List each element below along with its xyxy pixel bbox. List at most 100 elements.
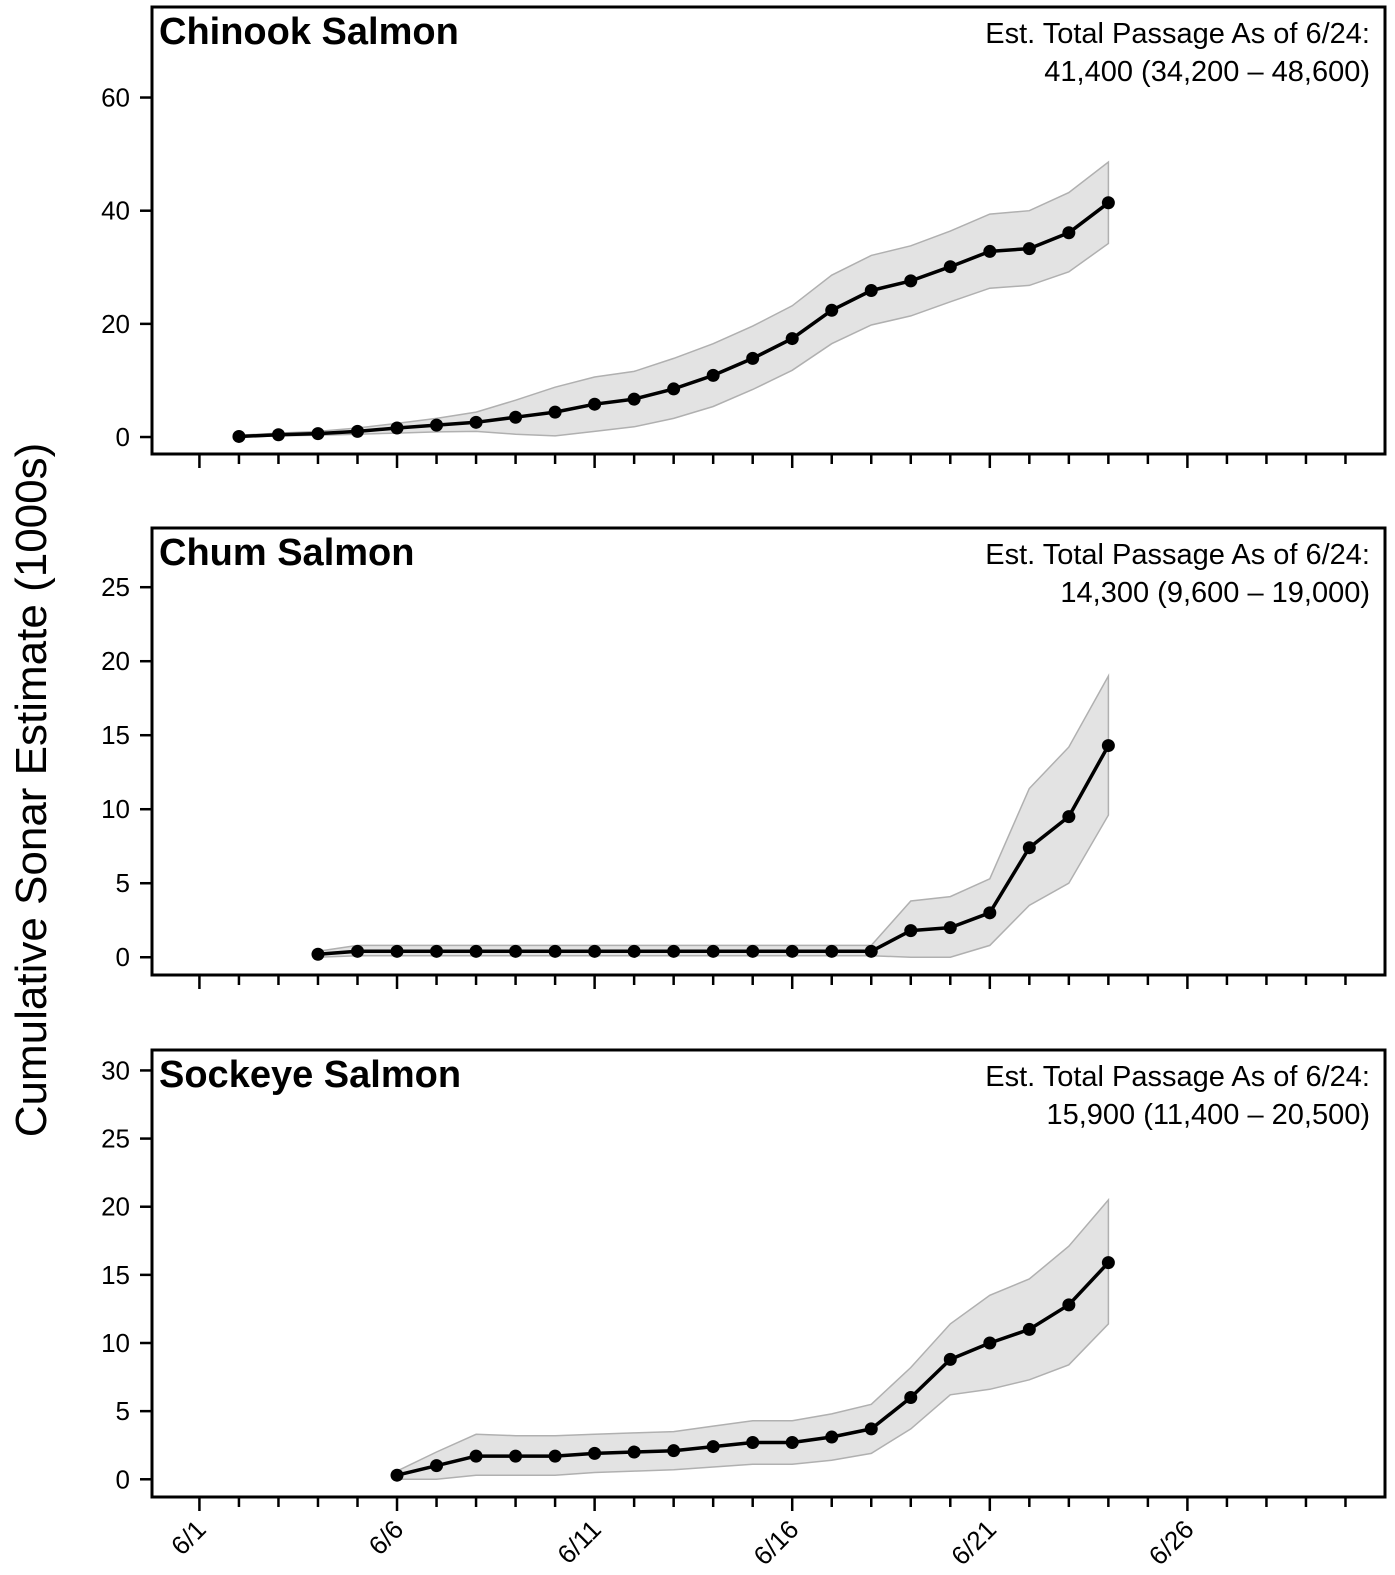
data-point (1101, 739, 1115, 753)
data-point (390, 1468, 404, 1482)
data-point (864, 1422, 878, 1436)
x-tick-label: 6/16 (747, 1514, 804, 1571)
x-tick-label: 6/21 (945, 1514, 1002, 1571)
data-point (588, 944, 602, 958)
y-tick-label: 15 (101, 1260, 130, 1290)
data-point (983, 1336, 997, 1350)
data-point (469, 1449, 483, 1463)
data-point (430, 418, 444, 432)
data-point (311, 947, 325, 961)
x-tick-label: 6/6 (362, 1514, 409, 1561)
data-point (548, 944, 562, 958)
panel-3: 0 5 10 15 20 25 30 6/1 6/6 6/11 6/16 6/21 6/26 Sockey… (101, 1048, 1387, 1571)
data-point (1062, 1298, 1076, 1312)
data-point (390, 944, 404, 958)
y-tick-label: 0 (116, 942, 130, 972)
data-point (430, 944, 444, 958)
plot-frame (150, 1048, 1387, 1499)
annotation-line-2: 15,900 (11,400 – 20,500) (1046, 1099, 1370, 1131)
x-tick-label: 6/1 (165, 1514, 212, 1561)
data-point (943, 1352, 957, 1366)
data-point (904, 924, 918, 938)
data-point (983, 244, 997, 258)
confidence-band (396, 1197, 1110, 1481)
data-point (864, 944, 878, 958)
data-point (588, 1446, 602, 1460)
data-point (785, 944, 799, 958)
y-tick-label: 0 (116, 422, 130, 452)
data-point (706, 944, 720, 958)
data-point (667, 382, 681, 396)
data-point (430, 1459, 444, 1473)
annotation-line-2: 14,300 (9,600 – 19,000) (1060, 577, 1370, 609)
data-point (390, 421, 404, 435)
data-point (1022, 1322, 1036, 1336)
data-point (667, 1444, 681, 1458)
data-point (509, 944, 523, 958)
y-tick-label: 30 (101, 1055, 130, 1085)
data-point (1101, 196, 1115, 210)
data-point (943, 260, 957, 274)
y-tick-label: 20 (101, 309, 130, 339)
data-point (983, 906, 997, 920)
data-point (311, 427, 325, 441)
y-tick-label: 0 (116, 1464, 130, 1494)
y-tick-label: 60 (101, 83, 130, 113)
y-tick-label: 40 (101, 196, 130, 226)
y-tick-label: 15 (101, 720, 130, 750)
data-point (1062, 226, 1076, 240)
plot-frame (150, 5, 1387, 456)
data-point (667, 944, 681, 958)
data-point (509, 1449, 523, 1463)
data-point (943, 921, 957, 935)
data-point (548, 405, 562, 419)
annotation-line-1: Est. Total Passage As of 6/24: (985, 1061, 1370, 1093)
data-point (627, 1445, 641, 1459)
panel-title: Sockeye Salmon (159, 1054, 461, 1096)
x-tick-label: 6/26 (1143, 1514, 1200, 1571)
data-point (469, 944, 483, 958)
y-tick-label: 25 (101, 1124, 130, 1154)
y-tick-label: 10 (101, 794, 130, 824)
data-point (232, 429, 246, 443)
panel-1: 0 20 40 60 Chinook Salmon Est. Total Passage … (101, 5, 1387, 468)
plot-frame (150, 526, 1387, 977)
panel-title: Chum Salmon (159, 532, 414, 574)
data-point (1062, 810, 1076, 824)
data-point (825, 303, 839, 317)
y-tick-label: 20 (101, 1192, 130, 1222)
y-tick-label: 10 (101, 1328, 130, 1358)
data-point (469, 415, 483, 429)
data-point (351, 424, 364, 438)
data-point (706, 368, 720, 382)
data-point (627, 944, 641, 958)
data-point (509, 410, 523, 424)
data-point (785, 1435, 799, 1449)
data-point (825, 944, 839, 958)
y-tick-label: 5 (116, 868, 130, 898)
data-point (1022, 841, 1036, 855)
data-point (1022, 242, 1036, 256)
data-point (588, 397, 602, 411)
data-point (627, 392, 641, 406)
data-point (271, 428, 285, 442)
y-axis-label: Cumulative Sonar Estimate (1000s) (7, 443, 56, 1138)
panel-2: 0 5 10 15 20 25 Chum Salmon Est. Total Passage … (101, 526, 1387, 989)
data-point (864, 283, 878, 297)
y-tick-label: 25 (101, 572, 130, 602)
data-point (825, 1430, 839, 1444)
annotation-line-2: 41,400 (34,200 – 48,600) (1044, 56, 1370, 88)
data-point (351, 944, 364, 958)
data-point (746, 1435, 760, 1449)
y-tick-label: 5 (116, 1396, 130, 1426)
annotation-line-1: Est. Total Passage As of 6/24: (985, 18, 1370, 50)
data-point (706, 1440, 720, 1454)
data-point (548, 1449, 562, 1463)
data-point (746, 944, 760, 958)
data-point (785, 332, 799, 346)
data-point (904, 274, 918, 288)
data-point (1101, 1256, 1115, 1270)
confidence-band (238, 160, 1110, 438)
data-point (746, 351, 760, 365)
